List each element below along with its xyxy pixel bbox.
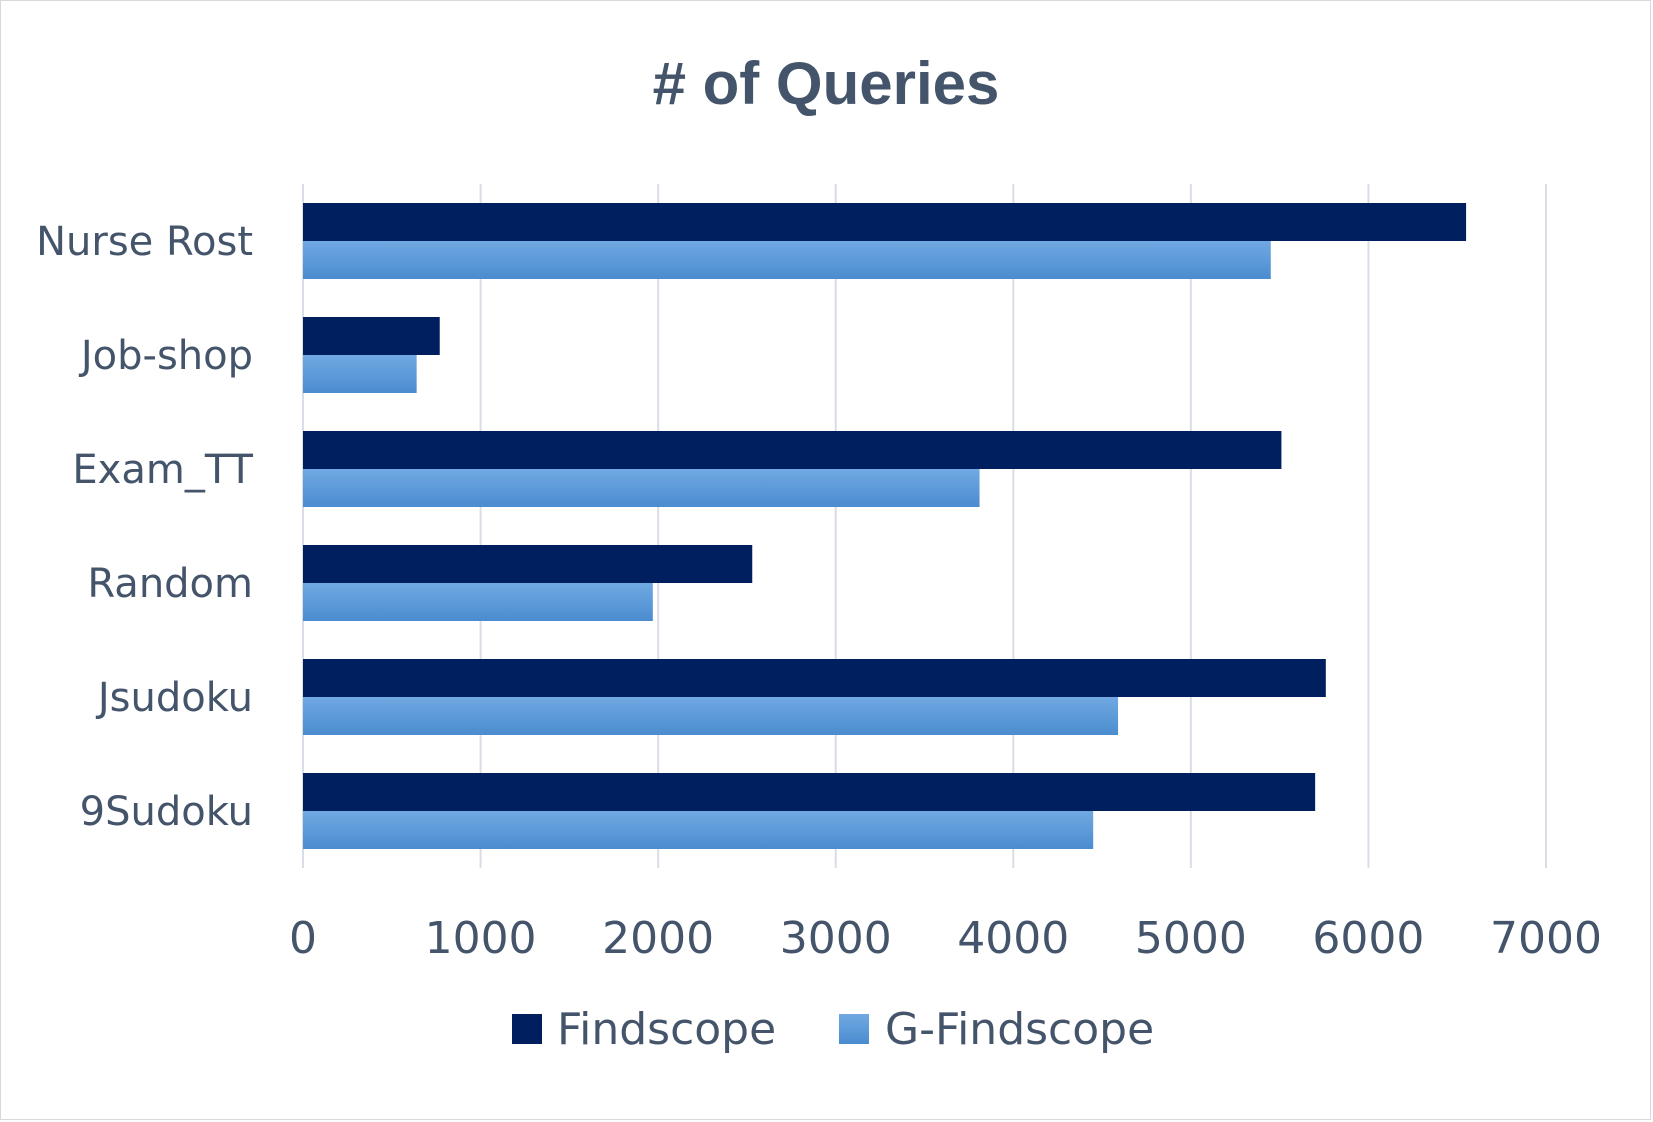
category-label: 9Sudoku: [80, 789, 253, 835]
category-labels: Nurse Rost Job-shop Exam_TT Random Jsudoku 9S…: [36, 219, 253, 835]
bar-g-findscope-5: [303, 811, 1094, 849]
x-tick-label: 2000: [602, 913, 714, 964]
bar-g-findscope-3: [303, 583, 653, 621]
x-tick-label: 6000: [1312, 913, 1424, 964]
bar-g-findscope-1: [303, 355, 417, 393]
bar-g-findscope-2: [303, 469, 980, 507]
gridlines: [302, 184, 1547, 868]
bar-findscope-4: [303, 659, 1326, 697]
x-tick-label: 0: [289, 913, 317, 964]
category-label: Exam_TT: [72, 447, 253, 493]
x-tick-label: 4000: [957, 913, 1069, 964]
x-tick-label: 3000: [780, 913, 892, 964]
legend: Findscope G-Findscope: [512, 1004, 1154, 1055]
legend-swatch-1: [839, 1014, 869, 1044]
bar-g-findscope-4: [303, 697, 1119, 735]
category-label: Random: [87, 561, 253, 607]
bar-g-findscope-0: [303, 241, 1271, 279]
x-tick-label: 5000: [1135, 913, 1247, 964]
legend-swatch-0: [512, 1014, 542, 1044]
category-label: Nurse Rost: [36, 219, 253, 265]
bar-findscope-3: [303, 545, 753, 583]
x-tick-label: 7000: [1490, 913, 1602, 964]
legend-label-0: Findscope: [557, 1004, 776, 1055]
x-tick-labels: 0 1000 2000 3000 4000 5000 6000 7000: [289, 913, 1602, 964]
legend-label-1: G-Findscope: [885, 1004, 1154, 1055]
bar-findscope-5: [303, 773, 1316, 811]
category-label: Jsudoku: [95, 675, 253, 721]
chart-title: # of Queries: [653, 50, 1000, 117]
bar-findscope-2: [303, 431, 1282, 469]
bars: [303, 203, 1467, 849]
bar-findscope-1: [303, 317, 440, 355]
category-label: Job-shop: [78, 333, 253, 379]
x-tick-label: 1000: [425, 913, 537, 964]
bar-findscope-0: [303, 203, 1467, 241]
